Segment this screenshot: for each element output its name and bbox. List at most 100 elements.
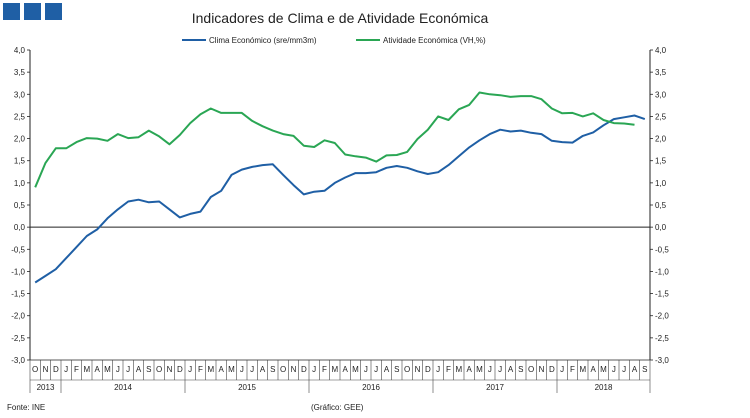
month-label: A <box>508 365 514 374</box>
legend: Clima Económico (sre/mm3m) Atividade Eco… <box>182 36 486 45</box>
month-label: O <box>156 365 162 374</box>
month-label: M <box>455 365 462 374</box>
month-label: D <box>177 365 183 374</box>
right-tick-label: -2,5 <box>655 334 669 343</box>
chart-credit: (Gráfico: GEE) <box>311 403 364 412</box>
month-label: M <box>600 365 607 374</box>
month-label: F <box>570 365 575 374</box>
chart-title: Indicadores de Clima e de Atividade Econ… <box>192 10 489 26</box>
right-tick-label: 0,0 <box>655 223 667 232</box>
year-label: 2018 <box>595 383 613 392</box>
month-label: O <box>528 365 534 374</box>
right-axis-ticks: 4,0 3,5 3,0 2,5 2,0 1,5 1,0 0,5 0,0 -0,5 -1,0 -1,5 -… <box>650 46 669 365</box>
left-tick-label: 4,0 <box>14 46 26 55</box>
month-label: M <box>331 365 338 374</box>
right-tick-label: 2,5 <box>655 112 667 121</box>
month-label: J <box>312 365 316 374</box>
left-tick-label: 0,0 <box>14 223 26 232</box>
logo-block-3 <box>45 3 62 20</box>
right-tick-label: -1,0 <box>655 267 669 276</box>
month-label: S <box>642 365 647 374</box>
month-label: J <box>488 365 492 374</box>
year-label: 2014 <box>114 383 132 392</box>
month-label: N <box>539 365 545 374</box>
month-label: J <box>64 365 68 374</box>
month-label: S <box>394 365 399 374</box>
month-label: A <box>218 365 224 374</box>
month-label: A <box>260 365 266 374</box>
month-label: M <box>352 365 359 374</box>
right-tick-label: -0,5 <box>655 245 669 254</box>
left-tick-label: 1,0 <box>14 179 26 188</box>
year-label: 2016 <box>362 383 380 392</box>
month-label: A <box>94 365 100 374</box>
month-label: J <box>250 365 254 374</box>
month-label: J <box>612 365 616 374</box>
year-label: 2013 <box>37 383 55 392</box>
month-label: A <box>466 365 472 374</box>
right-tick-label: 1,0 <box>655 179 667 188</box>
left-tick-label: 3,5 <box>14 68 26 77</box>
month-label: J <box>126 365 130 374</box>
left-tick-label: 3,0 <box>14 90 26 99</box>
right-tick-label: 3,0 <box>655 90 667 99</box>
month-label: N <box>291 365 297 374</box>
legend-label-clima: Clima Económico (sre/mm3m) <box>209 36 317 45</box>
month-label: O <box>280 365 286 374</box>
right-tick-label: 3,5 <box>655 68 667 77</box>
month-label: J <box>498 365 502 374</box>
month-label: A <box>590 365 596 374</box>
month-label: A <box>384 365 390 374</box>
month-label: M <box>83 365 90 374</box>
x-axis-year-labels: 2013 2014 2015 2016 2017 2018 <box>29 379 651 393</box>
right-tick-label: -1,5 <box>655 290 669 299</box>
month-label: J <box>364 365 368 374</box>
right-tick-label: 2,0 <box>655 135 667 144</box>
month-label: A <box>342 365 348 374</box>
month-label: M <box>104 365 111 374</box>
left-tick-label: 2,0 <box>14 135 26 144</box>
legend-label-atividade: Atividade Económica (VH,%) <box>383 36 486 45</box>
month-label: F <box>446 365 451 374</box>
month-label: F <box>198 365 203 374</box>
month-label: S <box>146 365 151 374</box>
month-label: M <box>207 365 214 374</box>
month-label: O <box>404 365 410 374</box>
month-label: D <box>425 365 431 374</box>
left-axis-ticks: 4,0 3,5 3,0 2,5 2,0 1,5 1,0 0,5 0,0 -0,5 -1,0 -1,5 -… <box>11 46 30 365</box>
series-line-clima-economico <box>34 114 646 284</box>
month-label: S <box>270 365 275 374</box>
month-label: J <box>116 365 120 374</box>
left-tick-label: -1,5 <box>11 290 25 299</box>
month-label: O <box>32 365 38 374</box>
left-tick-label: 2,5 <box>14 112 26 121</box>
right-tick-label: -3,0 <box>655 356 669 365</box>
month-label: M <box>228 365 235 374</box>
month-label: J <box>560 365 564 374</box>
left-tick-label: -1,0 <box>11 267 25 276</box>
series-lines <box>34 91 646 284</box>
month-label: M <box>476 365 483 374</box>
left-tick-label: 1,5 <box>14 157 26 166</box>
month-label: F <box>322 365 327 374</box>
left-tick-label: -2,0 <box>11 312 25 321</box>
right-tick-label: 0,5 <box>655 201 667 210</box>
month-label: J <box>374 365 378 374</box>
month-label: J <box>436 365 440 374</box>
month-label: N <box>167 365 173 374</box>
month-label: M <box>579 365 586 374</box>
source-note: Fonte: INE <box>7 403 46 412</box>
right-tick-label: -2,0 <box>655 312 669 321</box>
month-label: S <box>518 365 523 374</box>
left-tick-label: 0,5 <box>14 201 26 210</box>
month-label: N <box>43 365 49 374</box>
month-label: A <box>632 365 638 374</box>
month-label: J <box>240 365 244 374</box>
month-label: J <box>622 365 626 374</box>
logo-block-1 <box>3 3 20 20</box>
left-tick-label: -3,0 <box>11 356 25 365</box>
month-label: D <box>53 365 59 374</box>
month-label: J <box>188 365 192 374</box>
